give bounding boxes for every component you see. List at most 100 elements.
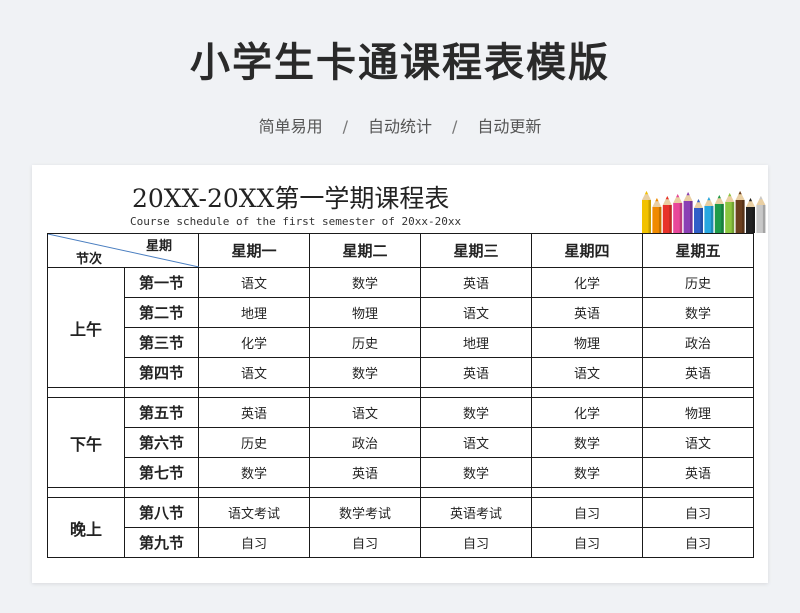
- divider-cell: [642, 487, 754, 498]
- subject-cell: 语文: [198, 357, 310, 388]
- subject-cell: 化学: [531, 397, 643, 428]
- subject-cell: 物理: [531, 327, 643, 358]
- period-label: 第一节: [124, 267, 199, 298]
- divider-cell: [309, 487, 421, 498]
- feature-auto-update: 自动更新: [477, 117, 542, 136]
- table-row: 下午 第五节 英语 语文 数学 化学 物理: [47, 397, 754, 488]
- period-label: 第六节: [124, 427, 199, 458]
- subject-cell: 英语: [198, 397, 310, 428]
- table-row: 上午 第一节 语文 数学 英语 化学 历史: [47, 267, 754, 388]
- subject-cell: 历史: [642, 267, 754, 298]
- subject-cell: 自习: [642, 527, 754, 558]
- divider-cell: [420, 487, 532, 498]
- schedule-subtitle: Course schedule of the first semester of…: [130, 215, 462, 228]
- subject-cell: 自习: [642, 497, 754, 528]
- pencil-shape: [725, 193, 735, 233]
- pencil-shape: [694, 199, 703, 233]
- divider-cell: [420, 387, 532, 398]
- table-row: 第七节 数学 英语 数学 数学 英语: [48, 457, 754, 488]
- colored-pencils-icon: [642, 191, 766, 233]
- schedule-table: 星期 节次 星期一 星期二 星期三 星期四 星期五 上午 第一节 语文 数学 英语 化学历…: [47, 233, 754, 558]
- period-label: 第八节: [124, 497, 199, 528]
- divider-cell: [47, 487, 125, 498]
- pencil-shape: [756, 196, 766, 233]
- subject-cell: 英语: [420, 267, 532, 298]
- table-row: 第三节 化学 历史 地理 物理 政治: [48, 327, 754, 358]
- day-header-fri: 星期五: [642, 233, 754, 268]
- table-row: 第二节 地理 物理 语文 英语 数学: [48, 297, 754, 328]
- divider-cell: [198, 387, 310, 398]
- subject-cell: 物理: [309, 297, 421, 328]
- feature-tagline: 简单易用 / 自动统计 / 自动更新: [0, 113, 800, 137]
- subject-cell: 自习: [198, 527, 310, 558]
- corner-period-label: 节次: [76, 252, 103, 267]
- period-label: 第五节: [124, 397, 199, 428]
- divider-cell: [124, 487, 199, 498]
- subject-cell: 英语: [642, 357, 754, 388]
- subject-cell: 英语: [531, 297, 643, 328]
- separator: /: [342, 117, 348, 136]
- pencil-shape: [714, 195, 724, 233]
- header-row: 星期 节次 星期一 星期二 星期三 星期四 星期五: [47, 233, 754, 268]
- subject-cell: 英语考试: [420, 497, 532, 528]
- subject-cell: 自习: [531, 527, 643, 558]
- session-label: 上午: [47, 267, 125, 388]
- pencil-shape: [673, 194, 683, 233]
- page-title: 小学生卡通课程表模版: [190, 40, 610, 86]
- subject-cell: 英语: [309, 457, 421, 488]
- pencil-shape: [735, 191, 745, 233]
- subject-cell: 语文: [420, 427, 532, 458]
- subject-cell: 数学: [309, 267, 421, 298]
- divider-cell: [642, 387, 754, 398]
- subject-cell: 自习: [309, 527, 421, 558]
- divider-cell: [124, 387, 199, 398]
- subject-cell: 化学: [531, 267, 643, 298]
- subject-cell: 自习: [531, 497, 643, 528]
- divider-cell: [531, 487, 643, 498]
- subject-cell: 数学: [198, 457, 310, 488]
- pencil-shape: [662, 196, 672, 233]
- subject-cell: 语文考试: [198, 497, 310, 528]
- session-divider-row: [47, 487, 754, 498]
- feature-auto-stats: 自动统计: [367, 117, 432, 136]
- subject-cell: 数学考试: [309, 497, 421, 528]
- session-label: 晚上: [47, 497, 125, 558]
- period-label: 第七节: [124, 457, 199, 488]
- subject-cell: 数学: [420, 397, 532, 428]
- divider-cell: [309, 387, 421, 398]
- pencil-shape: [704, 197, 714, 233]
- subject-cell: 地理: [198, 297, 310, 328]
- subject-cell: 语文: [309, 397, 421, 428]
- subject-cell: 政治: [642, 327, 754, 358]
- subject-cell: 数学: [531, 427, 643, 458]
- period-label: 第二节: [124, 297, 199, 328]
- divider-cell: [47, 387, 125, 398]
- subject-cell: 语文: [642, 427, 754, 458]
- subject-cell: 英语: [642, 457, 754, 488]
- corner-cell: 星期 节次: [47, 233, 199, 268]
- day-header-thu: 星期四: [531, 233, 643, 268]
- subject-cell: 历史: [309, 327, 421, 358]
- subject-cell: 数学: [420, 457, 532, 488]
- separator: /: [452, 117, 458, 136]
- session-divider-row: [47, 387, 754, 398]
- pencil-shape: [746, 198, 755, 233]
- table-row: 晚上 第八节 语文考试 数学考试 英语考试 自习 自习: [47, 497, 754, 558]
- session-label: 下午: [47, 397, 125, 488]
- subject-cell: 地理: [420, 327, 532, 358]
- feature-easy: 简单易用: [258, 117, 323, 136]
- pencil-shape: [642, 191, 651, 233]
- subject-cell: 英语: [420, 357, 532, 388]
- day-header-wed: 星期三: [420, 233, 532, 268]
- day-header-tue: 星期二: [309, 233, 421, 268]
- diagonal-line: [48, 234, 199, 267]
- subject-cell: 语文: [198, 267, 310, 298]
- divider-cell: [198, 487, 310, 498]
- period-label: 第四节: [124, 357, 199, 388]
- schedule-title: 20XX-20XX第一学期课程表: [132, 184, 450, 213]
- subject-cell: 物理: [642, 397, 754, 428]
- subject-cell: 化学: [198, 327, 310, 358]
- pencil-shape: [683, 192, 693, 233]
- subject-cell: 数学: [531, 457, 643, 488]
- subject-cell: 历史: [198, 427, 310, 458]
